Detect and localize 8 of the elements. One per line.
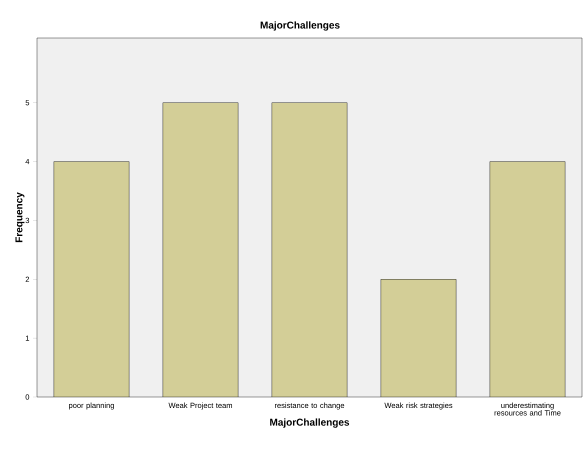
bar [162,102,238,397]
bar [54,161,130,397]
bar [490,161,566,397]
x-axis-title: MajorChallenges [270,418,350,428]
bar [272,102,348,397]
chart-title: MajorChallenges [260,21,340,31]
bar [380,279,456,397]
y-axis-title: Frequency [15,192,24,242]
